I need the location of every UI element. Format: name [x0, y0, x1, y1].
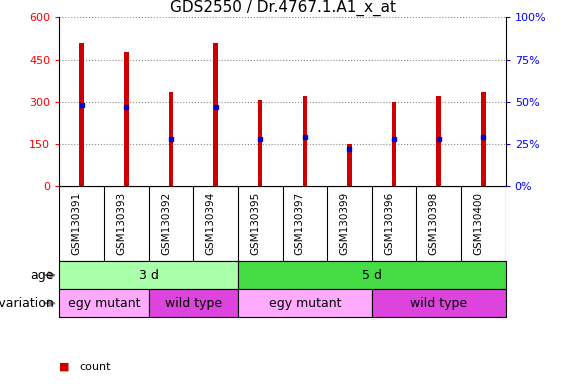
- Bar: [238, 261, 506, 289]
- Bar: [214, 43, 218, 186]
- Bar: [372, 289, 506, 317]
- Text: GSM130396: GSM130396: [384, 192, 394, 255]
- Bar: [80, 43, 84, 186]
- Bar: [149, 289, 238, 317]
- Bar: [169, 92, 173, 186]
- Title: GDS2550 / Dr.4767.1.A1_x_at: GDS2550 / Dr.4767.1.A1_x_at: [170, 0, 396, 16]
- Text: age: age: [30, 269, 54, 281]
- Bar: [258, 100, 262, 186]
- Text: count: count: [79, 362, 111, 372]
- Text: GSM130399: GSM130399: [340, 192, 349, 255]
- Text: GSM130391: GSM130391: [72, 192, 81, 255]
- Text: GSM130394: GSM130394: [206, 192, 216, 255]
- Bar: [481, 92, 485, 186]
- Bar: [437, 96, 441, 186]
- Bar: [238, 289, 372, 317]
- Text: GSM130400: GSM130400: [473, 192, 484, 255]
- Text: egy mutant: egy mutant: [268, 297, 341, 310]
- Text: genotype/variation: genotype/variation: [0, 297, 54, 310]
- Text: ■: ■: [59, 362, 70, 372]
- Bar: [347, 144, 351, 186]
- Text: 5 d: 5 d: [362, 269, 382, 281]
- Bar: [59, 289, 149, 317]
- Text: 3 d: 3 d: [138, 269, 159, 281]
- Text: GSM130392: GSM130392: [161, 192, 171, 255]
- Bar: [303, 96, 307, 186]
- Text: wild type: wild type: [164, 297, 222, 310]
- Text: GSM130393: GSM130393: [116, 192, 127, 255]
- Text: GSM130397: GSM130397: [295, 192, 305, 255]
- Bar: [392, 102, 396, 186]
- Bar: [59, 261, 238, 289]
- Bar: [124, 53, 128, 186]
- Text: wild type: wild type: [410, 297, 467, 310]
- Text: GSM130398: GSM130398: [429, 192, 439, 255]
- Text: egy mutant: egy mutant: [68, 297, 140, 310]
- Text: GSM130395: GSM130395: [250, 192, 260, 255]
